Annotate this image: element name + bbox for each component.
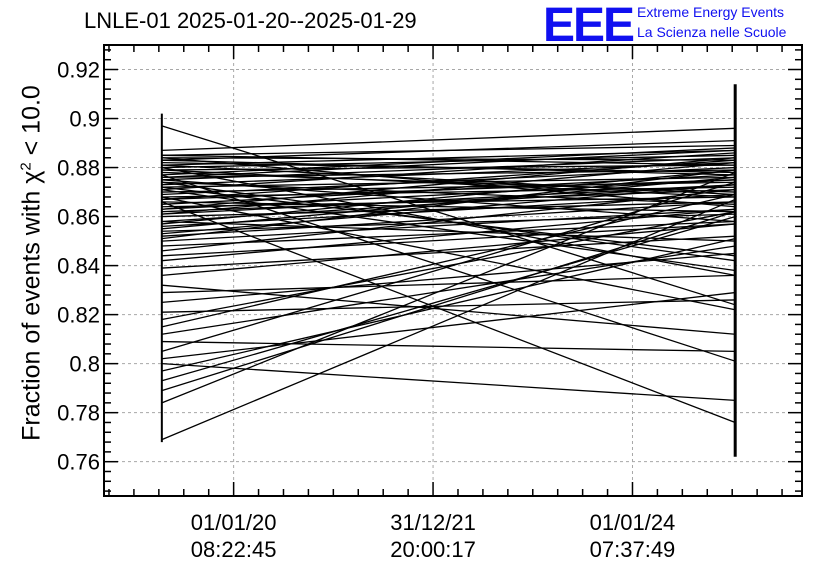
series-line-58 bbox=[161, 198, 736, 441]
y-tick-label: 0.8 bbox=[69, 352, 100, 377]
series-line-29 bbox=[161, 169, 736, 225]
x-tick-label-time: 08:22:45 bbox=[191, 537, 277, 562]
logo-line-1: Extreme Energy Events bbox=[637, 4, 785, 20]
series-line-42 bbox=[161, 223, 736, 277]
y-tick-label: 0.82 bbox=[57, 303, 100, 328]
series-line-40 bbox=[161, 208, 736, 262]
x-tick-label-time: 20:00:17 bbox=[390, 537, 476, 562]
x-tick-label-date: 01/01/24 bbox=[590, 510, 676, 535]
series-line-53 bbox=[161, 362, 736, 402]
series-line-47 bbox=[161, 211, 736, 321]
chart-title: LNLE-01 2025-01-20--2025-01-29 bbox=[84, 8, 417, 33]
series-line-61 bbox=[161, 174, 736, 362]
series-line-0 bbox=[161, 125, 736, 306]
series-line-31 bbox=[161, 176, 736, 230]
series-line-52 bbox=[161, 291, 736, 360]
series-line-3 bbox=[161, 157, 736, 161]
series-line-43 bbox=[161, 284, 736, 335]
series-line-63 bbox=[161, 201, 736, 424]
series-line-1 bbox=[161, 127, 736, 152]
series-line-74 bbox=[161, 154, 736, 166]
series-line-65 bbox=[161, 157, 736, 208]
y-tick-label: 0.78 bbox=[57, 401, 100, 426]
plot-frame bbox=[103, 44, 803, 497]
series-line-44 bbox=[161, 274, 736, 294]
x-tick-label-time: 07:37:49 bbox=[590, 537, 676, 562]
logo-line-2: La Scienza nelle Scuole bbox=[637, 24, 787, 40]
series-line-24 bbox=[161, 179, 736, 210]
series-line-57 bbox=[161, 171, 736, 404]
series-line-62 bbox=[161, 196, 736, 311]
series-line-12 bbox=[161, 157, 736, 181]
series-line-73 bbox=[161, 164, 736, 196]
series-line-16 bbox=[161, 152, 736, 191]
x-tick-label-date: 31/12/21 bbox=[390, 510, 476, 535]
series-line-35 bbox=[161, 169, 736, 240]
series-line-66 bbox=[161, 220, 736, 242]
x-tick-label-date: 01/01/20 bbox=[191, 510, 277, 535]
series-line-50 bbox=[161, 340, 736, 353]
series-line-72 bbox=[161, 159, 736, 176]
series-line-34 bbox=[161, 201, 736, 237]
series-line-75 bbox=[161, 157, 736, 210]
y-tick-label: 0.76 bbox=[57, 450, 100, 475]
y-tick-label: 0.9 bbox=[69, 107, 100, 132]
eee-logo-mark: EEE bbox=[543, 0, 635, 52]
series-line-76 bbox=[161, 149, 736, 179]
series-line-38 bbox=[161, 188, 736, 252]
y-tick-label: 0.84 bbox=[57, 254, 100, 279]
series-line-46 bbox=[161, 299, 736, 313]
y-tick-label: 0.86 bbox=[57, 205, 100, 230]
series-line-70 bbox=[161, 179, 736, 223]
series-line-56 bbox=[161, 211, 736, 392]
y-tick-label: 0.92 bbox=[57, 58, 100, 83]
y-tick-label: 0.88 bbox=[57, 156, 100, 181]
series-line-64 bbox=[161, 188, 736, 272]
series-line-71 bbox=[161, 179, 736, 201]
series-line-37 bbox=[161, 220, 736, 247]
series-line-54 bbox=[161, 238, 736, 372]
series-line-67 bbox=[161, 186, 736, 257]
series-line-48 bbox=[161, 193, 736, 328]
series-line-45 bbox=[161, 252, 736, 304]
